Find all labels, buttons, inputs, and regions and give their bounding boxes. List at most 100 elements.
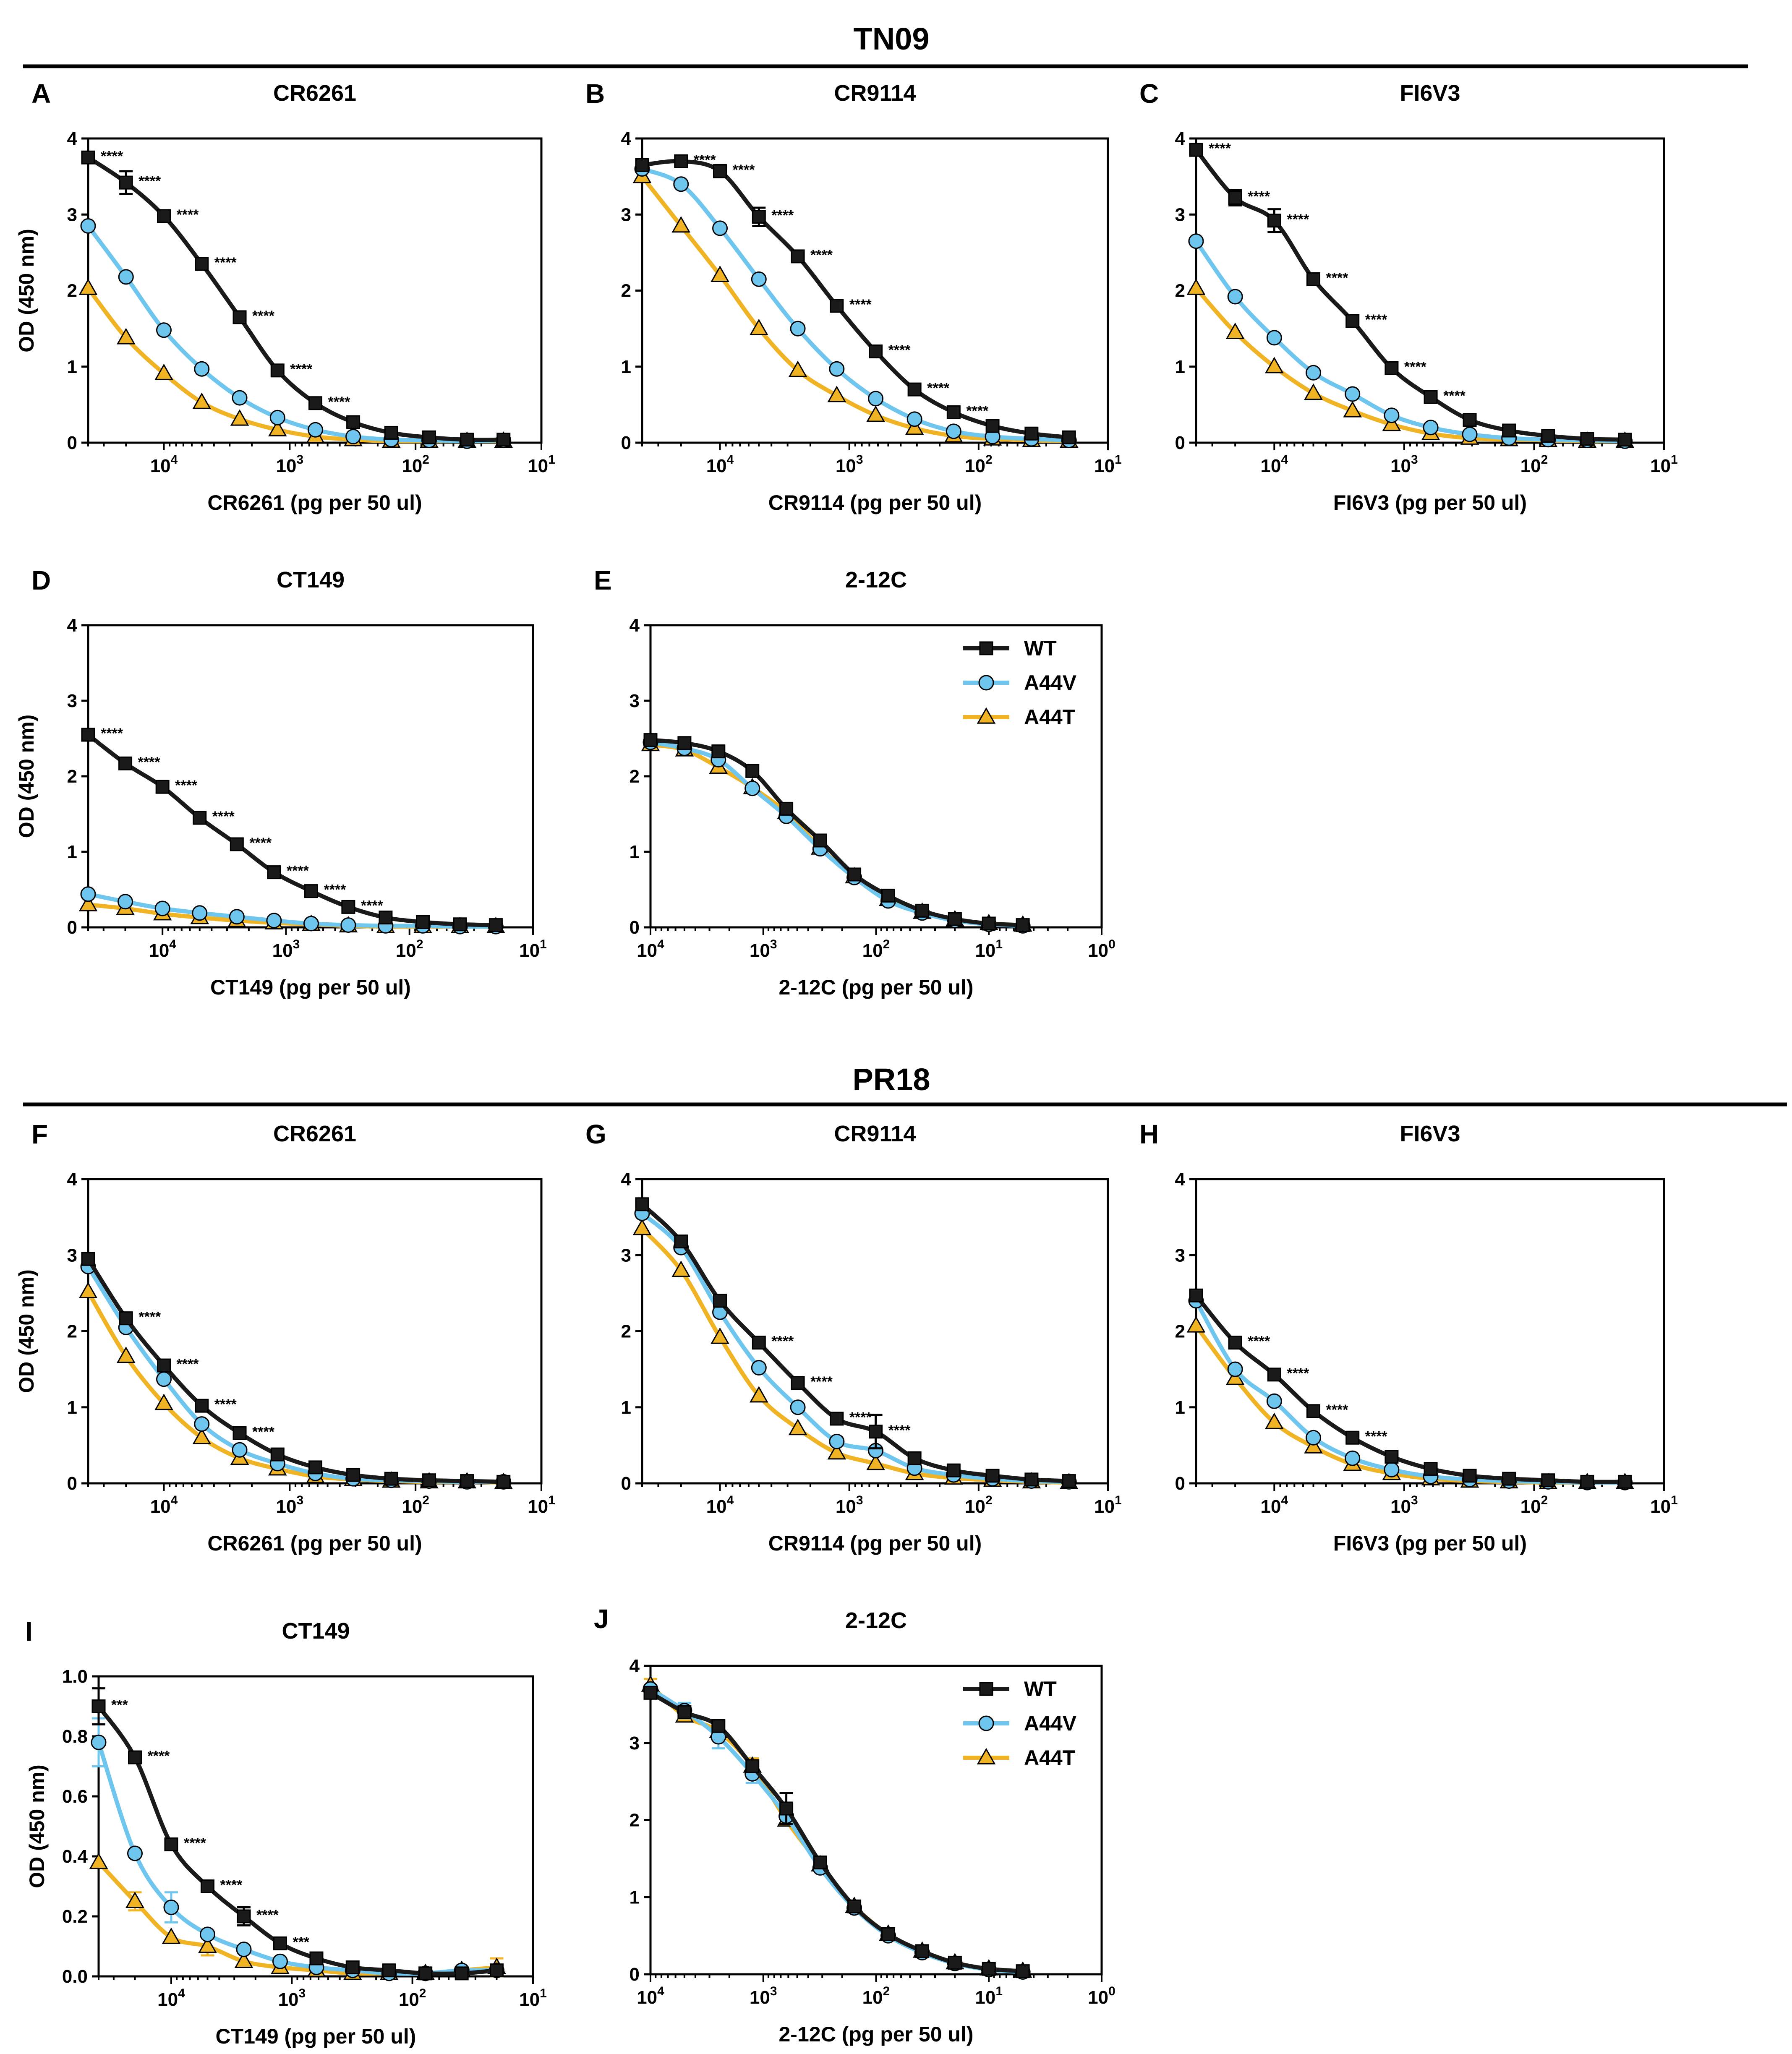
significance-label: **** — [771, 208, 794, 224]
y-tick-label: 4 — [621, 128, 632, 149]
y-tick-label: 3 — [67, 204, 77, 225]
data-point-wt — [643, 1686, 658, 1700]
data-point-a44t — [711, 1327, 729, 1344]
data-point-wt — [273, 1936, 287, 1950]
y-tick-label: 4 — [67, 1169, 78, 1190]
data-point-a44v — [751, 271, 767, 287]
significance-label: **** — [177, 207, 199, 223]
data-point-wt — [1580, 432, 1594, 446]
series-wt — [1189, 143, 1632, 447]
data-point-a44t — [749, 1386, 768, 1403]
plot-frame — [87, 1178, 543, 1485]
data-point-a44t — [234, 1951, 253, 1968]
significance-label: **** — [177, 1356, 199, 1372]
x-tick-label: 104 — [1261, 453, 1288, 476]
data-point-wt — [830, 1412, 844, 1426]
data-point-a44v — [269, 410, 285, 425]
data-point-wt — [309, 1951, 324, 1965]
y-tick-label: 2 — [621, 1321, 631, 1342]
data-point-wt — [752, 210, 766, 224]
data-point-a44t — [671, 1261, 691, 1277]
data-point-a44v — [80, 218, 96, 234]
data-point-wt — [1024, 1472, 1039, 1487]
y-tick-label: 0 — [67, 433, 77, 453]
x-tick-label: 102 — [862, 937, 890, 961]
significance-label: **** — [212, 809, 235, 825]
data-point-wt — [791, 1376, 805, 1390]
data-point-a44v — [1423, 420, 1439, 436]
y-tick-label: 1 — [621, 1397, 631, 1418]
data-point-wt — [267, 865, 281, 880]
panel-label: D — [31, 565, 51, 595]
panel-label: G — [585, 1119, 606, 1149]
data-point-wt — [422, 430, 436, 444]
data-point-a44t — [1225, 322, 1245, 339]
series-wt — [91, 1687, 504, 1981]
y-tick-label: 3 — [630, 691, 640, 711]
x-tick-label: 104 — [157, 1986, 185, 2010]
data-point-wt — [948, 1955, 962, 1970]
series-line-a44v — [649, 1687, 1023, 1974]
data-point-wt — [460, 433, 474, 447]
y-tick-label: 1 — [1175, 357, 1185, 377]
data-point-wt — [455, 1966, 469, 1981]
data-point-a44t — [230, 409, 249, 426]
significance-label: **** — [694, 152, 716, 168]
significance-label: **** — [101, 726, 123, 741]
series-line-a44t — [1194, 1324, 1625, 1485]
y-tick-label: 4 — [67, 615, 78, 636]
data-point-wt — [1345, 1430, 1360, 1445]
x-axis-label: 2-12C (pg per 50 ul) — [779, 2023, 974, 2046]
y-tick-label: 0.4 — [62, 1846, 88, 1867]
legend-label-a44t: A44T — [1024, 705, 1075, 729]
data-point-wt — [946, 405, 961, 419]
data-point-a44v — [303, 916, 319, 932]
panel-label: C — [1139, 78, 1159, 109]
data-point-wt — [119, 1311, 133, 1326]
plot-frame — [649, 624, 1103, 929]
data-point-wt — [346, 415, 360, 429]
data-point-wt — [1424, 390, 1438, 404]
x-tick-label: 103 — [1390, 453, 1418, 476]
data-point-a44t — [198, 1937, 217, 1953]
data-point-a44t — [192, 392, 212, 409]
data-point-a44v — [199, 1926, 215, 1942]
legend-label-wt: WT — [1024, 1677, 1057, 1701]
panel-label: J — [594, 1604, 609, 1634]
data-point-wt — [635, 1197, 649, 1211]
series-a44v — [1188, 1293, 1633, 1490]
series-wt — [81, 1252, 511, 1489]
data-point-a44t — [1265, 1412, 1284, 1429]
y-tick-label: 3 — [67, 691, 77, 711]
data-point-a44v — [308, 422, 324, 438]
y-tick-label: 3 — [67, 1245, 77, 1266]
data-point-a44v — [163, 1900, 179, 1916]
data-point-a44v — [868, 391, 884, 407]
data-point-wt — [232, 1426, 247, 1440]
data-point-wt — [948, 912, 962, 926]
data-point-wt — [164, 1837, 178, 1851]
data-point-a44v — [790, 1399, 806, 1415]
chart-panel-j: J 2-12C 0 1 2 3 4 104 103 102 101 100 2-12C (pg per … — [594, 1604, 1115, 2046]
series-a44v — [643, 1681, 1031, 1980]
data-point-a44t — [154, 1394, 173, 1410]
data-point-wt — [195, 1399, 209, 1413]
legend-label-wt: WT — [1024, 637, 1057, 660]
panel-label: I — [25, 1616, 33, 1647]
series-line-a44v — [640, 1211, 1069, 1484]
data-point-wt — [813, 833, 827, 848]
legend-marker-wt — [979, 1682, 993, 1696]
data-point-a44t — [78, 278, 98, 295]
chart-title: CR6261 — [273, 81, 356, 106]
data-point-wt — [230, 837, 244, 851]
y-tick-label: 2 — [630, 1810, 640, 1831]
data-point-a44v — [194, 1416, 210, 1432]
chart-title: 2-12C — [845, 567, 907, 592]
data-point-wt — [382, 1963, 396, 1978]
series-a44t — [89, 1852, 506, 1980]
significance-label: **** — [138, 173, 161, 189]
x-tick-label: 102 — [1520, 1493, 1548, 1517]
significance-label: **** — [287, 863, 309, 879]
data-point-wt — [1541, 1473, 1555, 1488]
significance-label: **** — [214, 1396, 237, 1412]
